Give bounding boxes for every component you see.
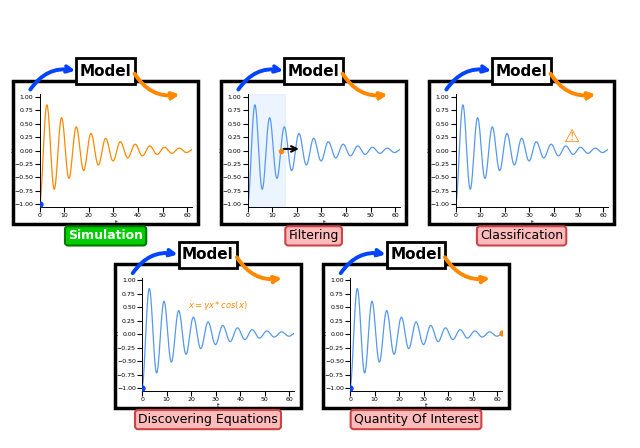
- Text: Classification: Classification: [480, 229, 563, 242]
- Text: Model: Model: [182, 247, 234, 263]
- X-axis label: t: t: [115, 220, 117, 226]
- Text: Discovering Equations: Discovering Equations: [138, 413, 278, 426]
- Y-axis label: x: x: [11, 147, 15, 154]
- Y-axis label: x: x: [113, 331, 118, 337]
- Text: Simulation: Simulation: [68, 229, 143, 242]
- Y-axis label: x: x: [427, 147, 431, 154]
- X-axis label: t: t: [323, 220, 325, 226]
- Text: Model: Model: [80, 64, 131, 79]
- Text: $\dot{x} = \gamma x * cos(x)$: $\dot{x} = \gamma x * cos(x)$: [188, 299, 248, 313]
- Text: Model: Model: [390, 247, 442, 263]
- X-axis label: t: t: [531, 220, 533, 226]
- Bar: [248, 94, 285, 207]
- Y-axis label: x: x: [321, 331, 326, 337]
- Text: Model: Model: [496, 64, 547, 79]
- Y-axis label: x: x: [219, 147, 223, 154]
- X-axis label: t: t: [217, 403, 220, 409]
- Text: ⚠: ⚠: [563, 128, 579, 146]
- Text: Filtering: Filtering: [289, 229, 339, 242]
- Text: Model: Model: [288, 64, 339, 79]
- X-axis label: t: t: [425, 403, 428, 409]
- Text: Quantity Of Interest: Quantity Of Interest: [354, 413, 478, 426]
